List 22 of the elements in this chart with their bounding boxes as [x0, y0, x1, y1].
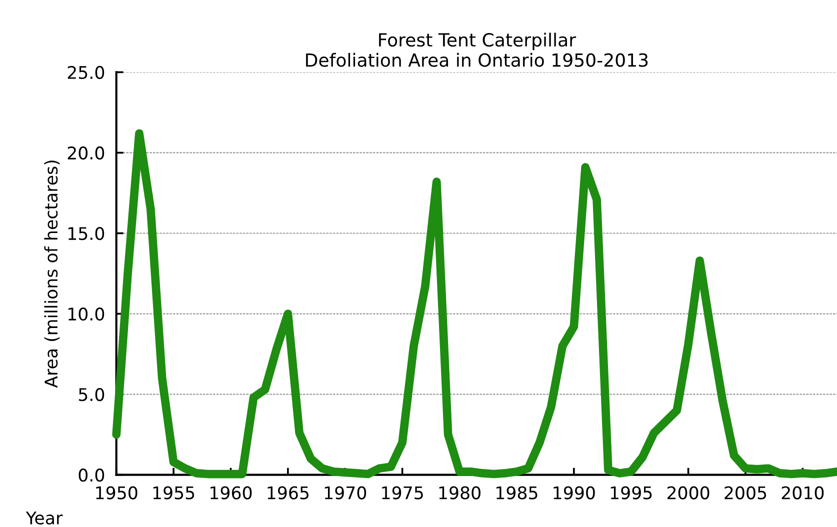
x-tick-label: 1985 [496, 486, 538, 500]
x-tick-label: 1975 [382, 486, 423, 500]
y-tick-label: 0.0 [78, 468, 104, 482]
x-tick-label: 1950 [96, 486, 138, 500]
y-tick-label: 25.0 [68, 66, 104, 80]
x-axis-title: Year [26, 512, 63, 524]
x-tick-label: 2000 [667, 486, 710, 500]
x-tick-label: 1960 [210, 486, 252, 500]
y-axis-title: Area (millions of hectares) [44, 160, 60, 388]
x-tick-label: 1965 [268, 486, 309, 500]
x-tick-label: 1995 [610, 486, 652, 500]
y-tick-label: 20.0 [68, 146, 104, 160]
x-tick-label: 2005 [724, 486, 766, 500]
x-tick-label: 1990 [554, 486, 595, 500]
y-tick-label: 5.0 [78, 388, 104, 402]
chart-title: Forest Tent Caterpillar Defoliation Area in Ontario 1950-2013 [306, 32, 648, 67]
x-tick-label: 1955 [153, 486, 194, 500]
y-tick-label: 15.0 [68, 226, 104, 240]
x-tick-label: 1970 [324, 486, 366, 500]
x-tick-label: 1980 [439, 486, 480, 500]
x-tick-label: 2010 [782, 486, 824, 500]
y-tick-label: 10.0 [68, 307, 104, 321]
